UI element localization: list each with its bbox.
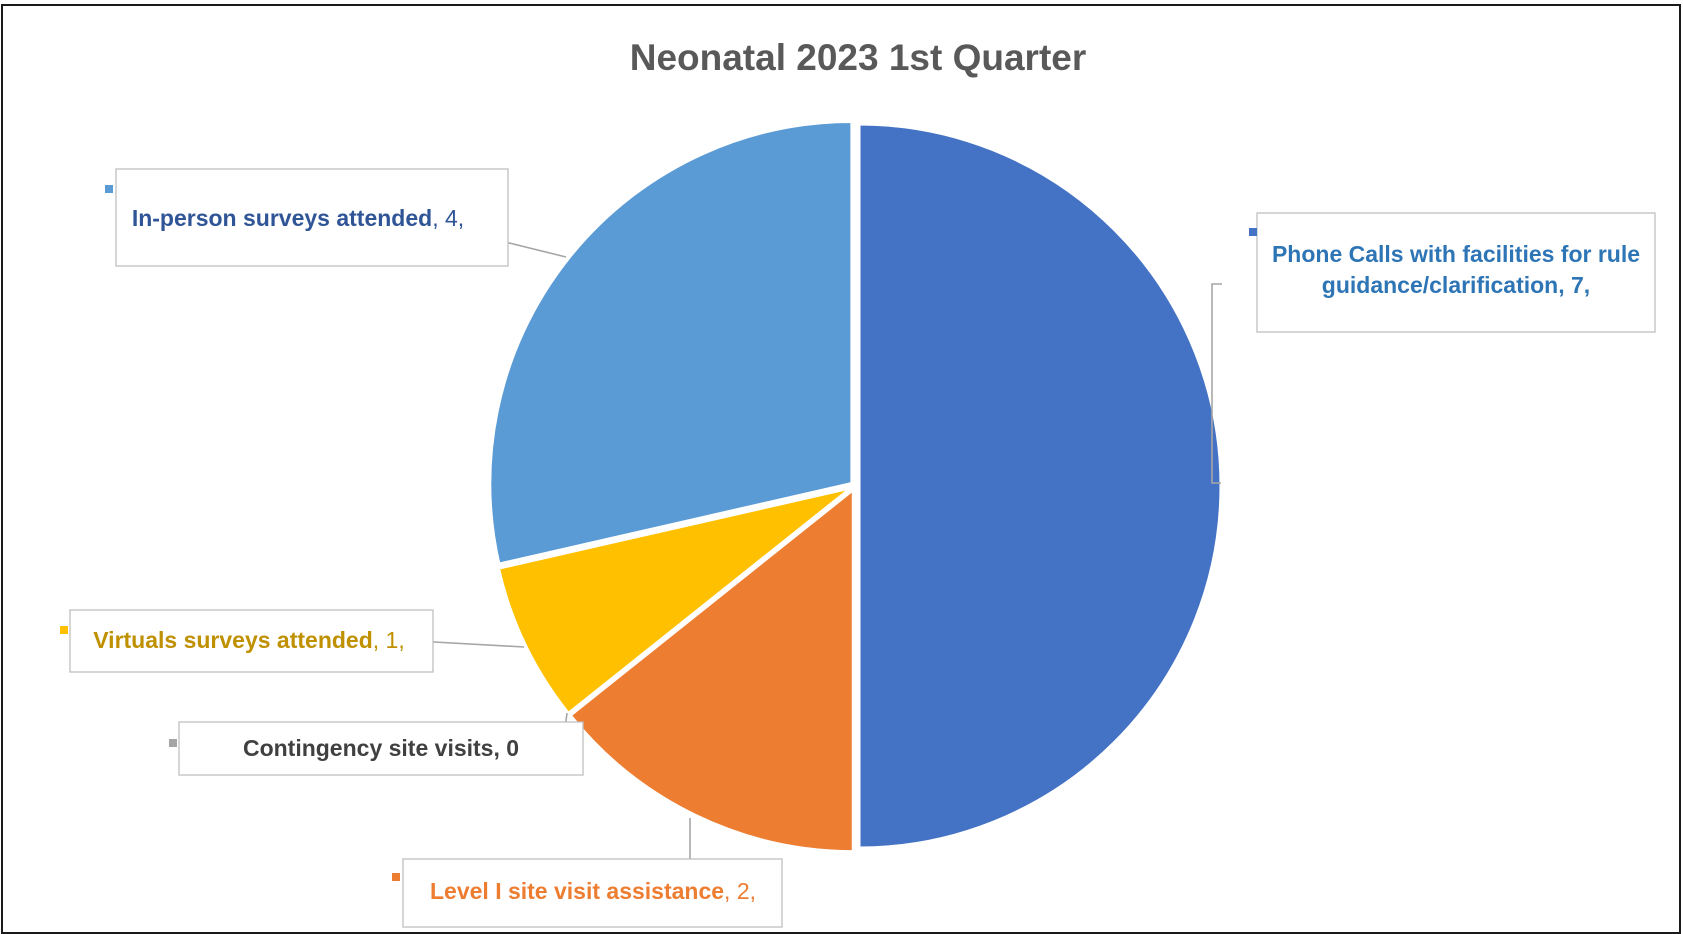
data-label-category: In-person surveys attended bbox=[132, 205, 432, 231]
data-label-box-in-person-surveys-attended bbox=[115, 168, 509, 267]
legend-key-virtuals-surveys-attended bbox=[60, 626, 68, 634]
data-label-box-level-i-site-visit-assistance bbox=[402, 858, 783, 928]
data-label-contingency-site-visits: Contingency site visits, 0 bbox=[243, 735, 519, 761]
data-labels: Phone Calls with facilities for rule guid… bbox=[60, 168, 1656, 928]
leader-line-phone-calls-with-facilities-for-rule-guidance-clarification bbox=[1211, 283, 1222, 484]
pie-slice-in-person-surveys-attended bbox=[488, 120, 854, 566]
pie-slice-phone-calls-with-facilities-for-rule-guidance-clarification bbox=[857, 122, 1223, 850]
data-label-category: guidance/clarification, 7, bbox=[1322, 272, 1590, 298]
legend-key-in-person-surveys-attended bbox=[105, 185, 113, 193]
data-label-value: , 2, bbox=[724, 878, 756, 904]
data-label-level-i-site-visit-assistance: Level I site visit assistance, 2, bbox=[430, 878, 756, 904]
data-label-value: , 1, bbox=[373, 627, 405, 653]
legend-key-contingency-site-visits bbox=[169, 739, 177, 747]
data-label-category: Level I site visit assistance bbox=[430, 878, 724, 904]
data-label-phone-calls-with-facilities-for-rule-guidance-clarification: Phone Calls with facilities for rule bbox=[1272, 241, 1640, 267]
data-label-box-phone-calls-with-facilities-for-rule-guidance-clarification bbox=[1256, 212, 1656, 333]
data-label-in-person-surveys-attended: In-person surveys attended, 4, bbox=[132, 205, 464, 231]
legend-key-phone-calls-with-facilities-for-rule-guidance-clarification bbox=[1249, 228, 1257, 236]
data-label-category: Phone Calls with facilities for rule bbox=[1272, 241, 1640, 267]
data-label-category: Contingency site visits, 0 bbox=[243, 735, 519, 761]
chart-frame: Neonatal 2023 1st Quarter Phone Calls wi… bbox=[1, 4, 1681, 934]
data-label-box-contingency-site-visits bbox=[178, 721, 584, 776]
data-label-box-virtuals-surveys-attended bbox=[69, 609, 434, 673]
data-label-category: Virtuals surveys attended bbox=[93, 627, 373, 653]
data-label-value: , 4, bbox=[432, 205, 464, 231]
pie-chart: Neonatal 2023 1st Quarter Phone Calls wi… bbox=[60, 37, 1656, 928]
data-label-virtuals-surveys-attended: Virtuals surveys attended, 1, bbox=[93, 627, 405, 653]
data-label-phone-calls-with-facilities-for-rule-guidance-clarification: guidance/clarification, 7, bbox=[1322, 272, 1590, 298]
pie-slice-level-i-site-visit-assistance bbox=[568, 486, 855, 854]
pie-slices bbox=[488, 120, 1223, 854]
pie-slice-virtuals-surveys-attended bbox=[496, 486, 853, 716]
legend-key-level-i-site-visit-assistance bbox=[392, 873, 400, 881]
chart-title: Neonatal 2023 1st Quarter bbox=[630, 37, 1087, 78]
